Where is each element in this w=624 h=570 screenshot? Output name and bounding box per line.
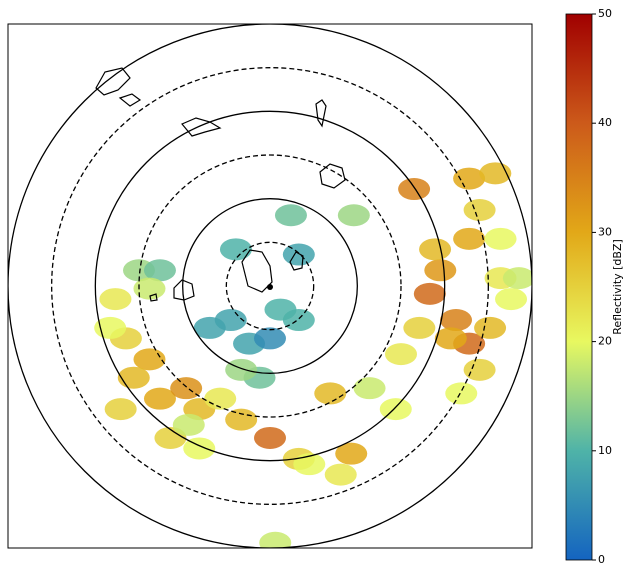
echo bbox=[414, 283, 446, 305]
colorbar-tick-label: 30 bbox=[598, 225, 612, 238]
echo bbox=[254, 427, 286, 449]
echo bbox=[435, 327, 467, 349]
echo bbox=[259, 532, 291, 554]
colorbar bbox=[566, 14, 592, 560]
echo bbox=[225, 359, 257, 381]
echo bbox=[464, 359, 496, 381]
echo bbox=[440, 309, 472, 331]
echo bbox=[385, 343, 417, 365]
echo bbox=[445, 382, 477, 404]
colorbar-label: Reflectivity [dBZ] bbox=[611, 239, 624, 335]
echo bbox=[264, 299, 296, 321]
colorbar-tick-label: 10 bbox=[598, 444, 612, 457]
echo bbox=[204, 388, 236, 410]
echo bbox=[220, 238, 252, 260]
colorbar-tick-label: 40 bbox=[598, 116, 612, 129]
echo bbox=[403, 317, 435, 339]
echo bbox=[495, 288, 527, 310]
echo bbox=[503, 267, 535, 289]
radar-site bbox=[267, 284, 273, 290]
echo bbox=[338, 204, 370, 226]
echo bbox=[325, 464, 357, 486]
echo bbox=[380, 398, 412, 420]
echo bbox=[453, 228, 485, 250]
echo bbox=[118, 367, 150, 389]
echo bbox=[398, 178, 430, 200]
echo bbox=[474, 317, 506, 339]
echo bbox=[354, 377, 386, 399]
colorbar-tick-label: 50 bbox=[598, 7, 612, 20]
colorbar-tick-label: 20 bbox=[598, 335, 612, 348]
echo bbox=[254, 327, 286, 349]
colorbar-tick-label: 0 bbox=[598, 553, 605, 566]
echo bbox=[275, 204, 307, 226]
echo bbox=[283, 244, 315, 266]
chart: Reflectivity [dBZ] 0 10 20 30 40 50 bbox=[0, 0, 624, 566]
echo bbox=[225, 409, 257, 431]
echo bbox=[314, 382, 346, 404]
echo bbox=[105, 398, 137, 420]
echo bbox=[485, 228, 517, 250]
echo bbox=[424, 259, 456, 281]
echo bbox=[170, 377, 202, 399]
echo bbox=[99, 288, 131, 310]
echo bbox=[173, 414, 205, 436]
echo bbox=[133, 348, 165, 370]
echo bbox=[419, 238, 451, 260]
echo bbox=[464, 199, 496, 221]
